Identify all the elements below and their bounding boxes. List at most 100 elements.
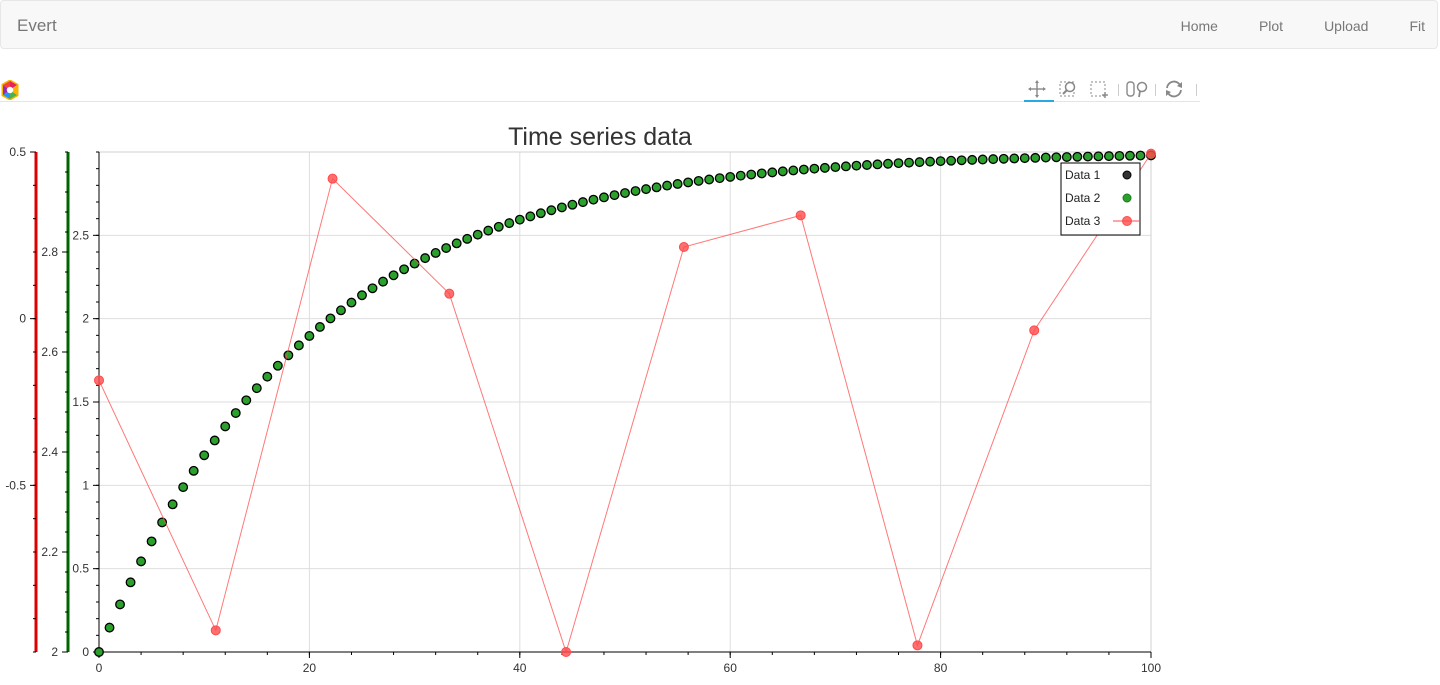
data1-point (620, 188, 630, 198)
data1-point (483, 225, 494, 236)
data3-point (795, 210, 806, 221)
data1-point (946, 155, 957, 166)
data1-point (1082, 151, 1093, 162)
data1-point (230, 408, 241, 418)
data1-point (988, 154, 999, 165)
data1-point (883, 158, 893, 169)
data1-point (809, 163, 820, 174)
data1-point (493, 221, 504, 232)
data1-point (599, 192, 609, 203)
wheel-zoom-icon[interactable] (1056, 78, 1086, 102)
data1-point (1103, 151, 1114, 162)
data1-point (157, 517, 168, 528)
data1-point (220, 421, 231, 432)
toolbar-separator (1196, 84, 1197, 96)
data1-point (746, 169, 757, 180)
data1-point (199, 450, 210, 461)
nav-plot[interactable]: Plot (1258, 17, 1284, 34)
data1-point (146, 536, 157, 547)
data1-point (1051, 152, 1062, 163)
data1-point (609, 190, 620, 201)
data1-point (588, 194, 599, 205)
chart-title: Time series data (508, 123, 692, 151)
data1-point (188, 465, 199, 476)
y-main-tick-label: 0.5 (72, 562, 89, 576)
data1-point (399, 264, 410, 275)
data1-point (272, 360, 283, 371)
data1-point (104, 622, 115, 633)
data3-point (1146, 148, 1156, 159)
data1-point (662, 180, 673, 191)
data1-point (567, 199, 578, 210)
data1-point (777, 166, 788, 177)
data1-point (504, 218, 515, 229)
data1-point (357, 290, 367, 301)
resize-icon[interactable] (1124, 78, 1154, 102)
data3-point (678, 242, 689, 252)
navbar: Evert Home Plot Upload Fit (0, 0, 1438, 49)
x-tick-label: 80 (934, 661, 948, 675)
data1-point (872, 159, 883, 170)
toolbar-divider (0, 101, 1200, 102)
data3-point (912, 640, 923, 651)
data1-point (651, 182, 662, 193)
x-tick-label: 100 (1141, 661, 1161, 675)
data1-point (472, 229, 483, 240)
data3-point (94, 375, 104, 386)
data1-point (388, 270, 399, 281)
data1-point (672, 179, 683, 189)
y-green-tick-label: 2 (51, 645, 58, 659)
legend-swatch-data2 (1122, 193, 1132, 203)
x-tick-label: 20 (303, 661, 317, 675)
data1-point (683, 177, 694, 188)
pan-icon[interactable] (1024, 78, 1054, 102)
x-tick-label: 0 (96, 661, 103, 675)
data1-point (451, 238, 462, 249)
data1-point (325, 313, 336, 324)
nav-links: Home Plot Upload Fit (1152, 1, 1437, 50)
legend-label: Data 1 (1065, 168, 1101, 182)
legend-label: Data 2 (1065, 191, 1101, 205)
y-main-tick-label: 2.5 (72, 228, 89, 242)
data1-point (725, 171, 736, 182)
data1-point (904, 157, 914, 168)
reset-icon[interactable] (1161, 78, 1191, 102)
data1-point (336, 305, 346, 316)
data1-point (430, 247, 441, 258)
data1-point (735, 170, 746, 181)
data1-point (367, 283, 378, 294)
nav-upload[interactable]: Upload (1324, 17, 1369, 34)
data1-point (862, 160, 872, 170)
data1-point (346, 297, 357, 308)
brand-link[interactable]: Evert (17, 16, 57, 35)
y-green-tick-label: 2.8 (41, 245, 58, 259)
legend-label: Data 3 (1065, 214, 1101, 228)
data1-point (1072, 151, 1083, 162)
data1-point (209, 435, 220, 446)
nav-home[interactable]: Home (1180, 17, 1218, 34)
data1-point (94, 647, 104, 657)
legend-swatch-data1 (1122, 170, 1132, 180)
nav-fit[interactable]: Fit (1409, 17, 1425, 34)
data1-point (1009, 153, 1020, 164)
data1-point (167, 499, 178, 510)
data1-point (136, 556, 147, 567)
y-green-tick-label: 2.2 (41, 545, 58, 559)
box-zoom-icon[interactable] (1088, 78, 1118, 102)
data1-point (788, 165, 799, 176)
data1-point (115, 599, 125, 610)
data1-point (914, 157, 925, 168)
y-main-tick-label: 2 (82, 312, 89, 326)
grid-lines (98, 152, 1152, 653)
bokeh-logo-icon[interactable] (0, 80, 20, 100)
data1-point (283, 350, 294, 361)
data1-point (1125, 150, 1135, 161)
data1-point (641, 184, 651, 195)
data1-point (798, 164, 809, 175)
data1-point (262, 371, 273, 382)
data1-point (1093, 151, 1104, 162)
data3-line (98, 153, 1152, 654)
y-red-tick-label: 0.5 (9, 145, 26, 159)
chart-legend: Data 1 Data 2 Data 3 (1060, 162, 1141, 236)
